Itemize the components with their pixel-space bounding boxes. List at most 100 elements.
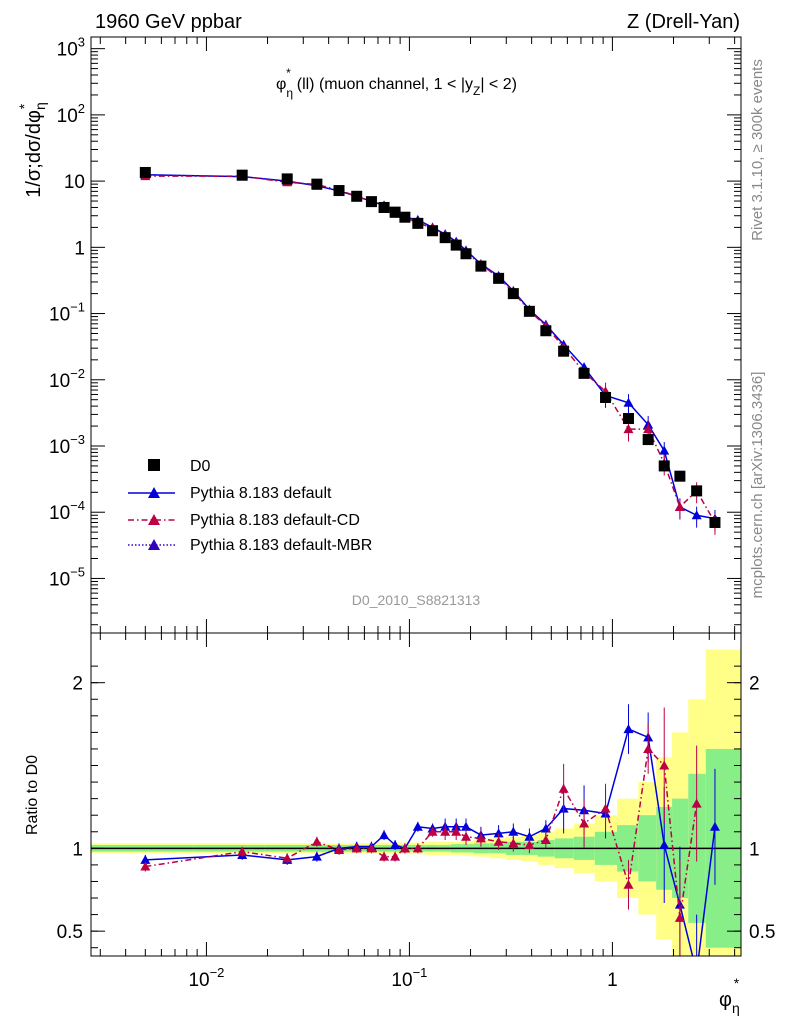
data-point-d0 [450, 239, 462, 251]
data-point-d0 [642, 434, 654, 446]
ratio-point [366, 843, 377, 853]
series-point [691, 510, 702, 520]
ratio-point [237, 846, 248, 856]
ratio-point [540, 835, 551, 845]
ratio-point [623, 879, 634, 889]
ratio-point [508, 826, 519, 836]
data-point-d0 [427, 225, 439, 237]
data-point-d0 [540, 325, 552, 337]
series-point [659, 445, 670, 455]
data-point-d0 [439, 232, 451, 244]
data-point-d0 [578, 367, 590, 379]
side-label-mcplots: mcplots.cern.ch [arXiv:1306.3436] [749, 372, 766, 599]
ratio-tick-label: 1 [72, 839, 83, 860]
ratio-point [540, 823, 551, 833]
ratio-point [508, 838, 519, 848]
ratio-ticks: 0.5 0.5 1 1 2 2 [57, 665, 775, 949]
side-label-rivet: Rivet 3.1.10, ≥ 300k events [749, 59, 766, 241]
legend-marker-d0 [148, 459, 160, 471]
y-tick-label: 10−2 [49, 366, 85, 392]
data-point-d0 [139, 166, 151, 178]
data-point-d0 [600, 391, 612, 403]
data-point-d0 [691, 485, 703, 497]
xlabel-star: * [734, 975, 740, 991]
x-tick-label: 1 [607, 970, 618, 991]
header: 1960 GeV ppbar Z (Drell-Yan) [95, 11, 740, 33]
ratio-tick-label: 2 [72, 674, 83, 695]
ratio-point [691, 798, 702, 808]
main-frame [90, 36, 742, 634]
ratio-point [311, 851, 322, 861]
ratio-point [623, 724, 634, 734]
legend-marker-mbr [148, 539, 160, 550]
title-phi: φ [276, 76, 286, 93]
legend-label-mbr: Pythia 8.183 default-MBR [190, 537, 372, 554]
data-point-d0 [658, 460, 670, 472]
title-eta: η [286, 86, 293, 100]
title-rest: (ll) (muon channel, 1 < |y [297, 76, 473, 93]
y-tick-label: 10−4 [49, 498, 85, 524]
y-tick-label: 1 [74, 238, 85, 259]
ratio-point [461, 821, 472, 831]
watermark: D0_2010_S8821313 [352, 592, 481, 608]
legend-marker-default [148, 487, 160, 498]
data-point-d0 [333, 185, 345, 197]
ratio-frame [90, 632, 742, 957]
ratio-point [334, 844, 345, 854]
ratio-point [493, 828, 504, 838]
legend-label-default: Pythia 8.183 default [190, 485, 332, 502]
x-tick-label: 10−2 [188, 965, 224, 991]
ratio-point [659, 840, 670, 850]
ratio-point [412, 821, 423, 831]
series-line-2 [145, 175, 716, 523]
y-tick-label: 10−1 [49, 300, 85, 326]
ratio-point [140, 861, 151, 871]
header-right: Z (Drell-Yan) [627, 11, 740, 33]
ratio-tick-label: 0.5 [57, 922, 83, 943]
ratio-y-axis-label: Ratio to D0 [24, 755, 41, 835]
header-left: 1960 GeV ppbar [95, 11, 242, 33]
ratio-point [674, 912, 685, 922]
data-point-d0 [709, 516, 721, 528]
data-point-d0 [475, 260, 487, 272]
y-tick-label: 10 [64, 172, 85, 193]
data-point-d0 [460, 248, 472, 260]
legend: D0 Pythia 8.183 default Pythia 8.183 def… [128, 458, 372, 554]
data-point-d0 [507, 288, 519, 300]
data-point-d0 [493, 272, 505, 284]
y-tick-label: 10−3 [49, 432, 85, 458]
ratio-point [643, 743, 654, 753]
y-tick-label: 10−5 [49, 564, 85, 590]
ylabel-star: * [16, 103, 32, 109]
ratio-point [379, 830, 390, 840]
xlabel-phi: φ [719, 989, 732, 1011]
data-point-d0 [558, 345, 570, 357]
ratio-point [427, 826, 438, 836]
title-z: Z [473, 84, 480, 98]
plot-title: φη * (ll) (muon channel, 1 < |yZ| < 2) [276, 66, 517, 100]
series-point [623, 424, 634, 434]
data-point-d0 [389, 206, 401, 218]
ratio-point [440, 826, 451, 836]
data-point-d0 [378, 201, 390, 213]
data-point-d0 [622, 413, 634, 425]
ratio-point [579, 818, 590, 828]
ratio-point [493, 836, 504, 846]
data-point-d0 [399, 211, 411, 223]
ratio-point [351, 843, 362, 853]
legend-label-cd: Pythia 8.183 default-CD [190, 512, 360, 529]
x-axis-label: φη * [719, 975, 740, 1016]
series-point [643, 424, 654, 434]
ylabel-eta: η [32, 102, 48, 110]
ratio-point [600, 803, 611, 813]
data-point-d0 [365, 196, 377, 208]
ratio-point [451, 826, 462, 836]
ratio-point [659, 760, 670, 770]
data-point-d0 [351, 190, 363, 202]
ratio-point [390, 851, 401, 861]
ratio-point [524, 831, 535, 841]
data-point-d0 [412, 217, 424, 229]
ratio-point [379, 851, 390, 861]
xlabel-eta: η [732, 1000, 740, 1016]
